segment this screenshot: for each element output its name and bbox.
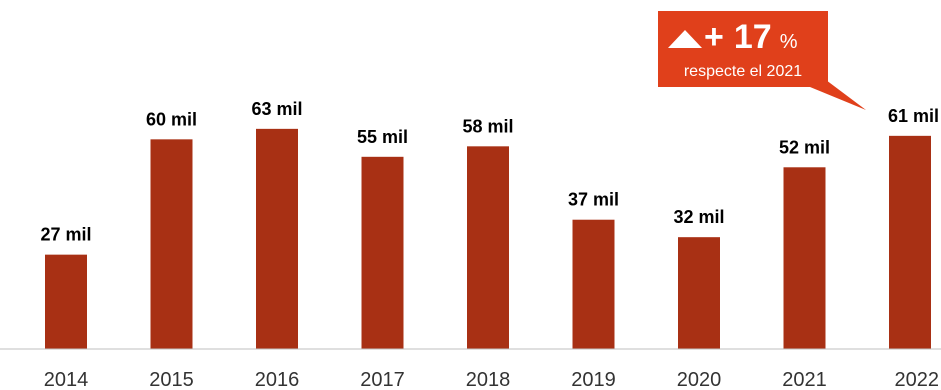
callout-subtitle: respecte el 2021 <box>683 63 803 80</box>
growth-callout: + 17 % respecte el 2021 <box>658 11 828 87</box>
callout-headline: + 17 % <box>668 17 797 57</box>
bar-2022 <box>889 135 931 349</box>
callout-value: 17 <box>733 18 772 56</box>
x-tick-label-2022: 2022 <box>895 369 940 390</box>
x-tick-labels-group: 2014 2015 2016 2017 2018 2019 2020 2021 2022 <box>44 369 939 390</box>
value-label-2016: 63 mil <box>251 99 302 119</box>
value-label-2020: 32 mil <box>673 207 724 227</box>
bar-2019 <box>572 219 615 349</box>
x-tick-label-2017: 2017 <box>360 369 405 390</box>
bar-2018 <box>467 146 509 349</box>
callout-unit: % <box>779 30 798 53</box>
value-label-2019: 37 mil <box>568 190 619 210</box>
x-tick-label-2016: 2016 <box>255 369 300 390</box>
bar-2017 <box>361 156 404 349</box>
x-tick-label-2020: 2020 <box>677 369 722 390</box>
x-tick-label-2019: 2019 <box>571 369 616 390</box>
callout-sign: + <box>704 18 724 56</box>
value-label-2021: 52 mil <box>779 137 830 157</box>
x-tick-label-2021: 2021 <box>782 369 827 390</box>
x-tick-label-2015: 2015 <box>149 369 194 390</box>
triangle-up-icon <box>668 30 702 48</box>
x-tick-label-2014: 2014 <box>44 369 89 390</box>
value-label-2014: 27 mil <box>40 225 91 245</box>
bar-2016 <box>256 128 298 349</box>
value-label-2022: 61 mil <box>888 106 939 126</box>
x-tick-label-2018: 2018 <box>466 369 511 390</box>
value-label-2015: 60 mil <box>146 109 197 129</box>
value-label-2017: 55 mil <box>357 127 408 147</box>
bar-2014 <box>45 254 87 349</box>
bars-group <box>45 128 931 349</box>
value-labels-group: 27 mil 60 mil 63 mil 55 mil 58 mil 37 mil 32 m… <box>40 99 939 245</box>
bar-2015 <box>150 139 193 349</box>
bar-2021 <box>783 167 826 349</box>
value-label-2018: 58 mil <box>462 116 513 136</box>
bar-2020 <box>678 237 720 349</box>
